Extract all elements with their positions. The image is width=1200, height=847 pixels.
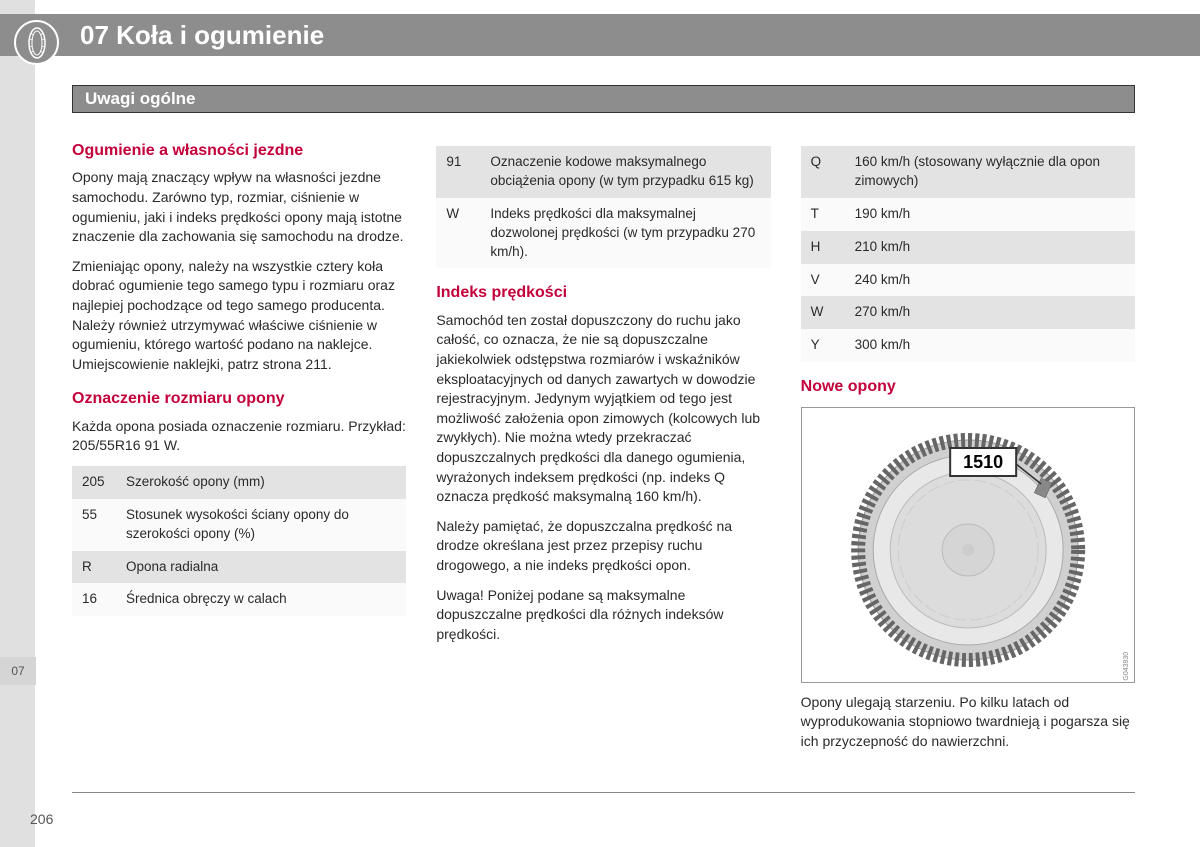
table-row: 16Średnica obręczy w calach <box>72 583 406 616</box>
cell-key: V <box>801 264 845 297</box>
figure-label: 1510 <box>963 452 1003 472</box>
column-2: 91Oznaczenie kodowe maksymalnego obciąże… <box>436 140 770 761</box>
cell-val: Indeks prędkości dla maksymalnej dozwolo… <box>480 198 770 269</box>
cell-key: R <box>72 551 116 584</box>
column-3: Q160 km/h (stosowany wyłącznie dla opon … <box>801 140 1135 761</box>
heading: Indeks prędkości <box>436 282 770 304</box>
cell-key: 16 <box>72 583 116 616</box>
table-row: WIndeks prędkości dla maksymalnej dozwol… <box>436 198 770 269</box>
speed-index-table: Q160 km/h (stosowany wyłącznie dla opon … <box>801 146 1135 362</box>
table-row: Y300 km/h <box>801 329 1135 362</box>
tire-icon <box>14 20 59 65</box>
cell-val: Stosunek wysokości ściany opony do szero… <box>116 499 406 551</box>
tire-figure: 1510 G043930 <box>801 407 1135 683</box>
heading: Nowe opony <box>801 376 1135 398</box>
cell-val: 210 km/h <box>845 231 1135 264</box>
page-number: 206 <box>30 811 53 827</box>
cell-val: 270 km/h <box>845 296 1135 329</box>
cell-key: W <box>801 296 845 329</box>
cell-key: 91 <box>436 146 480 198</box>
paragraph: Uwaga! Poniżej podane są maksymalne dopu… <box>436 586 770 645</box>
tire-size-table: 205Szerokość opony (mm) 55Stosunek wysok… <box>72 466 406 616</box>
content-columns: Ogumienie a własności jezdne Opony mają … <box>72 140 1135 761</box>
section-header: Uwagi ogólne <box>72 85 1135 113</box>
table-row: H210 km/h <box>801 231 1135 264</box>
cell-key: 55 <box>72 499 116 551</box>
cell-key: W <box>436 198 480 269</box>
cell-key: Q <box>801 146 845 198</box>
chapter-header: 07 Koła i ogumienie <box>0 14 1200 56</box>
cell-val: 190 km/h <box>845 198 1135 231</box>
cell-val: 160 km/h (stosowany wyłącznie dla opon z… <box>845 146 1135 198</box>
cell-val: Szerokość opony (mm) <box>116 466 406 499</box>
cell-val: Oznaczenie kodowe maksymalnego obciążeni… <box>480 146 770 198</box>
cell-val: Średnica obręczy w calach <box>116 583 406 616</box>
tire-code-table: 91Oznaczenie kodowe maksymalnego obciąże… <box>436 146 770 268</box>
cell-key: Y <box>801 329 845 362</box>
table-row: T190 km/h <box>801 198 1135 231</box>
heading: Ogumienie a własności jezdne <box>72 140 406 162</box>
figure-code: G043930 <box>1122 652 1132 681</box>
paragraph: Należy pamiętać, że dopuszczalna prędkoś… <box>436 517 770 576</box>
cell-val: Opona radialna <box>116 551 406 584</box>
table-row: 91Oznaczenie kodowe maksymalnego obciąże… <box>436 146 770 198</box>
cell-key: H <box>801 231 845 264</box>
chapter-title: 07 Koła i ogumienie <box>80 20 324 51</box>
column-1: Ogumienie a własności jezdne Opony mają … <box>72 140 406 761</box>
manual-page: 07 07 Koła i ogumienie Uwagi ogólne Ogum… <box>0 0 1200 847</box>
cell-key: 205 <box>72 466 116 499</box>
table-row: V240 km/h <box>801 264 1135 297</box>
table-row: 205Szerokość opony (mm) <box>72 466 406 499</box>
paragraph: Opony ulegają starzeniu. Po kilku latach… <box>801 693 1135 752</box>
cell-val: 240 km/h <box>845 264 1135 297</box>
table-row: ROpona radialna <box>72 551 406 584</box>
paragraph: Każda opona posiada oznaczenie rozmiaru.… <box>72 417 406 456</box>
left-margin-tab <box>0 0 35 847</box>
table-row: 55Stosunek wysokości ściany opony do sze… <box>72 499 406 551</box>
bottom-rule <box>72 792 1135 793</box>
heading: Oznaczenie rozmiaru opony <box>72 388 406 410</box>
cell-key: T <box>801 198 845 231</box>
chapter-badge: 07 <box>0 657 36 685</box>
paragraph: Zmieniając opony, należy na wszystkie cz… <box>72 257 406 375</box>
table-row: W270 km/h <box>801 296 1135 329</box>
paragraph: Opony mają znaczący wpływ na własności j… <box>72 168 406 246</box>
section-title: Uwagi ogólne <box>85 89 196 109</box>
paragraph: Samochód ten został dopuszczony do ruchu… <box>436 311 770 507</box>
cell-val: 300 km/h <box>845 329 1135 362</box>
table-row: Q160 km/h (stosowany wyłącznie dla opon … <box>801 146 1135 198</box>
